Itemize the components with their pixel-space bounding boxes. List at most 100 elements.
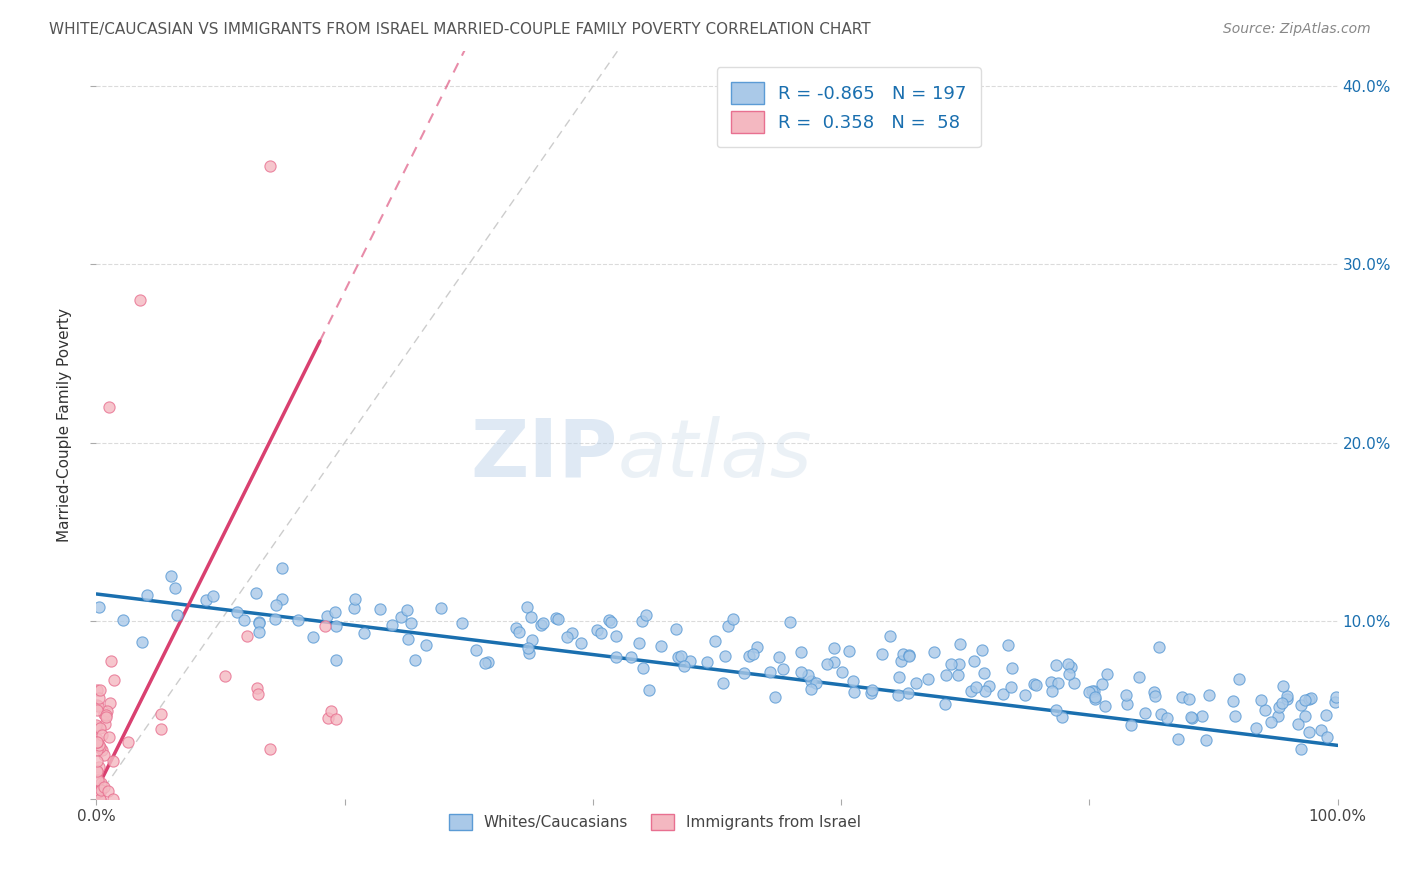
Point <box>396 632 419 647</box>
Point <box>93 748 115 763</box>
Point <box>917 672 939 686</box>
Point <box>1294 709 1316 723</box>
Point <box>396 603 419 617</box>
Point <box>89 721 111 735</box>
Legend: Whites/Caucasians, Immigrants from Israel: Whites/Caucasians, Immigrants from Israe… <box>443 808 868 836</box>
Point <box>505 621 527 635</box>
Point <box>319 704 342 718</box>
Point <box>1191 709 1213 723</box>
Point <box>889 670 911 684</box>
Point <box>451 615 474 630</box>
Point <box>1316 730 1339 744</box>
Point <box>838 644 860 658</box>
Point <box>86 683 108 698</box>
Point <box>163 581 186 595</box>
Point <box>935 667 957 681</box>
Point <box>89 783 111 797</box>
Point <box>605 629 627 643</box>
Point <box>89 792 111 806</box>
Point <box>842 673 865 688</box>
Point <box>547 612 569 626</box>
Point <box>236 629 259 643</box>
Point <box>430 601 453 615</box>
Point <box>721 611 744 625</box>
Point <box>970 643 993 657</box>
Point <box>672 658 695 673</box>
Point <box>1289 698 1312 713</box>
Point <box>1133 706 1156 720</box>
Point <box>1095 667 1118 681</box>
Point <box>887 688 910 702</box>
Point <box>86 735 108 749</box>
Point <box>1078 685 1101 699</box>
Point <box>1063 675 1085 690</box>
Point <box>1014 688 1036 702</box>
Point <box>973 666 995 681</box>
Point <box>1181 711 1204 725</box>
Point <box>870 647 893 661</box>
Point <box>1227 673 1250 687</box>
Point <box>214 669 236 683</box>
Point <box>353 626 375 640</box>
Point <box>415 638 437 652</box>
Text: Source: ZipAtlas.com: Source: ZipAtlas.com <box>1223 22 1371 37</box>
Point <box>343 591 366 606</box>
Point <box>738 648 761 663</box>
Point <box>823 655 845 669</box>
Point <box>1291 742 1313 756</box>
Point <box>1094 698 1116 713</box>
Point <box>1081 684 1104 698</box>
Point <box>86 739 108 753</box>
Point <box>1057 667 1080 681</box>
Point <box>86 734 108 748</box>
Point <box>98 697 121 711</box>
Point <box>779 615 801 630</box>
Point <box>842 685 865 699</box>
Point <box>717 618 740 632</box>
Point <box>1115 697 1137 711</box>
Point <box>1309 723 1331 737</box>
Point <box>666 649 689 664</box>
Point <box>948 657 970 671</box>
Point <box>1156 710 1178 724</box>
Point <box>636 607 658 622</box>
Point <box>1275 692 1298 706</box>
Point <box>759 665 782 679</box>
Point <box>97 400 120 414</box>
Point <box>1056 657 1078 671</box>
Point <box>733 666 755 681</box>
Point <box>898 648 921 663</box>
Point <box>1084 690 1107 704</box>
Point <box>1171 690 1194 704</box>
Point <box>264 599 287 613</box>
Point <box>555 630 578 644</box>
Point <box>97 784 120 798</box>
Point <box>117 735 139 749</box>
Point <box>939 657 962 672</box>
Point <box>1267 709 1289 723</box>
Point <box>94 708 117 723</box>
Point <box>1046 676 1069 690</box>
Point <box>166 608 188 623</box>
Point <box>271 591 294 606</box>
Point <box>87 760 110 774</box>
Point <box>963 654 986 668</box>
Point <box>474 656 496 670</box>
Point <box>664 622 686 636</box>
Point <box>86 754 108 768</box>
Text: ZIP: ZIP <box>471 416 617 493</box>
Point <box>1084 692 1107 706</box>
Point <box>977 679 1000 693</box>
Point <box>650 639 672 653</box>
Point <box>638 682 661 697</box>
Point <box>325 653 347 667</box>
Point <box>800 681 823 696</box>
Point <box>993 687 1015 701</box>
Point <box>316 609 339 624</box>
Point <box>898 648 921 663</box>
Point <box>671 649 693 664</box>
Point <box>87 698 110 713</box>
Point <box>90 728 112 742</box>
Point <box>1143 689 1166 703</box>
Point <box>1040 675 1063 690</box>
